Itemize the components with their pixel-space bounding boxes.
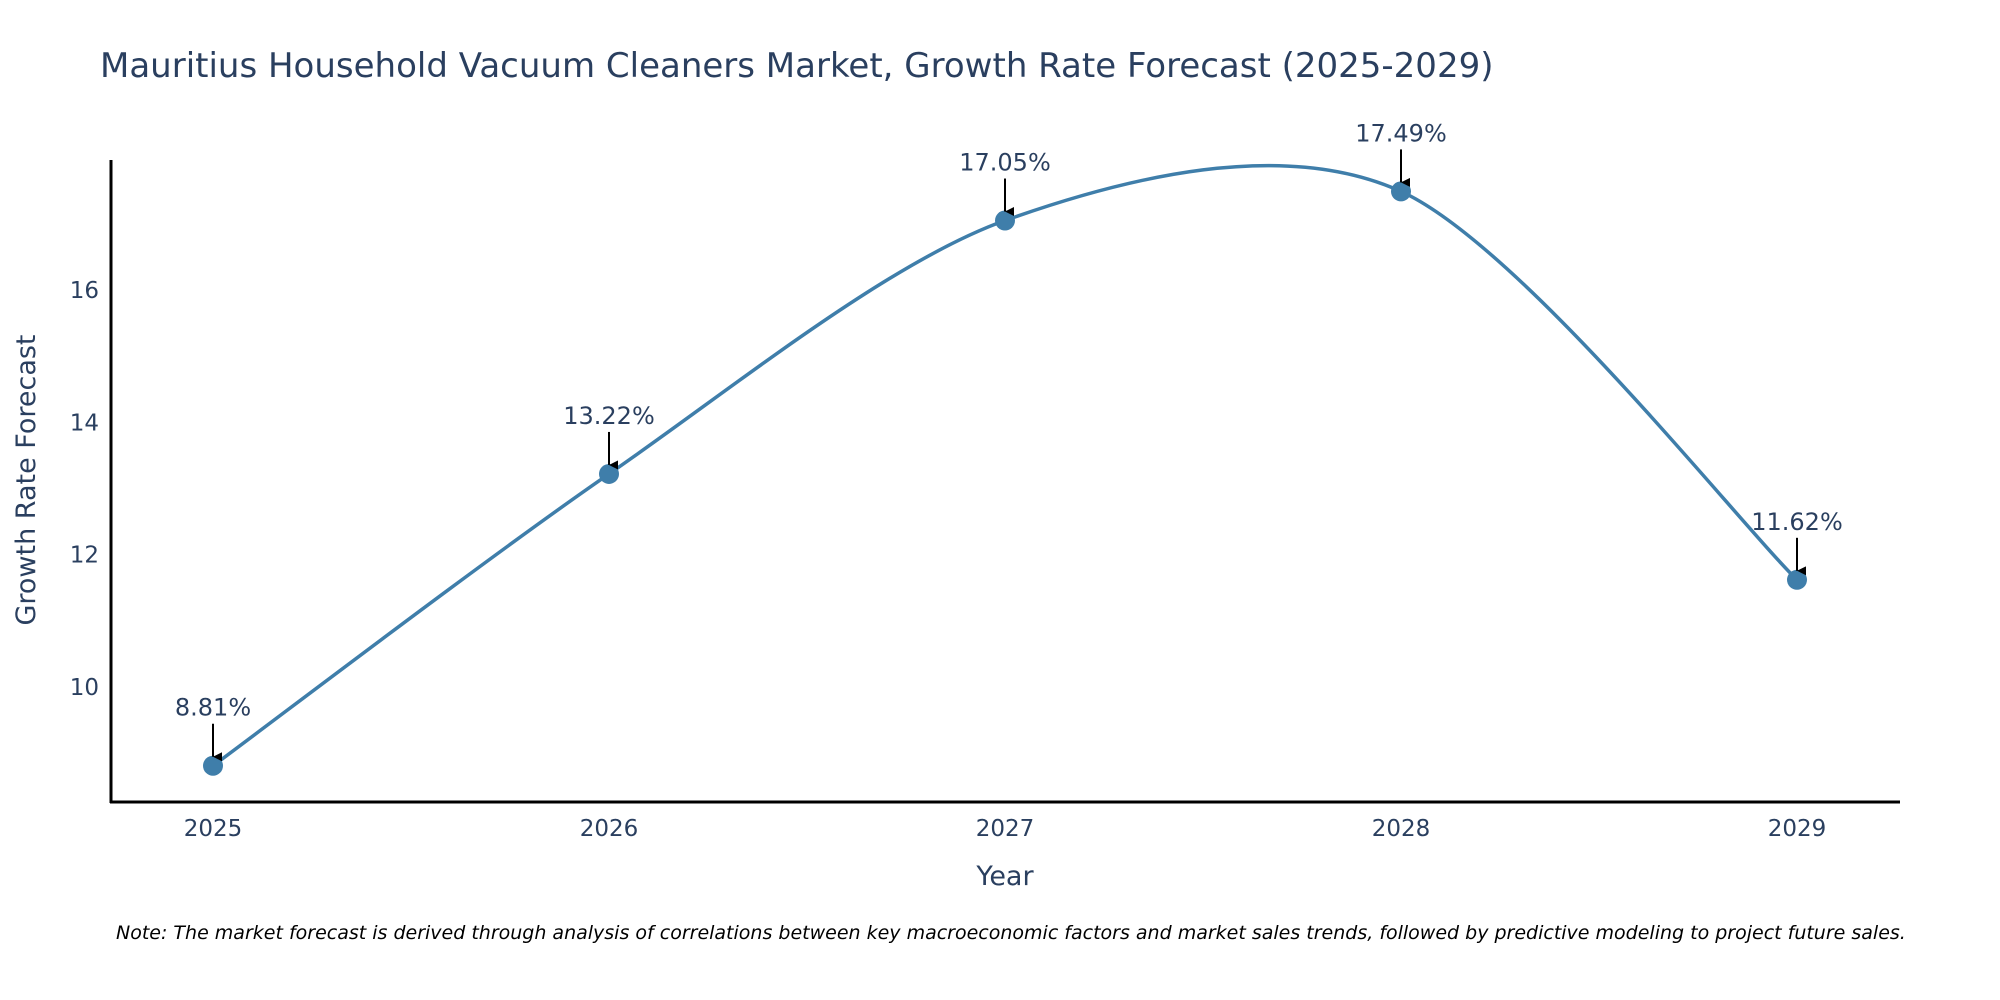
y-tick-label-16: 16 [70, 278, 99, 304]
data-point-2025 [203, 755, 223, 776]
x-tick-label-2027: 2027 [976, 816, 1035, 842]
x-tick-label-2028: 2028 [1372, 816, 1431, 842]
y-tick-label-14: 14 [70, 410, 99, 436]
data-label-2027: 17.05% [959, 149, 1051, 177]
data-point-2029 [1787, 569, 1807, 590]
data-label-2025: 8.81% [175, 694, 251, 722]
x-tick-label-2026: 2026 [580, 816, 639, 842]
chart-marks: 8.81% 13.22% 17.05% 17.49% 11.62% 2025 2026 202… [70, 119, 1843, 842]
series-line [211, 163, 1799, 768]
y-tick-label-12: 12 [70, 543, 99, 569]
data-label-2028: 17.49% [1355, 119, 1447, 147]
y-tick-label-10: 10 [70, 675, 99, 701]
data-point-2027 [995, 210, 1015, 231]
data-label-2026: 13.22% [563, 402, 655, 430]
y-axis-title: Growth Rate Forecast [11, 334, 42, 625]
data-point-2026 [599, 463, 619, 484]
x-tick-label-2025: 2025 [184, 816, 243, 842]
x-tick-label-2029: 2029 [1768, 816, 1827, 842]
x-axis-title: Year [975, 861, 1034, 892]
data-point-2028 [1391, 181, 1411, 202]
chart-title: Mauritius Household Vacuum Cleaners Mark… [100, 46, 1494, 86]
data-label-2029: 11.62% [1751, 508, 1843, 536]
chart-note: Note: The market forecast is derived thr… [116, 922, 1906, 944]
